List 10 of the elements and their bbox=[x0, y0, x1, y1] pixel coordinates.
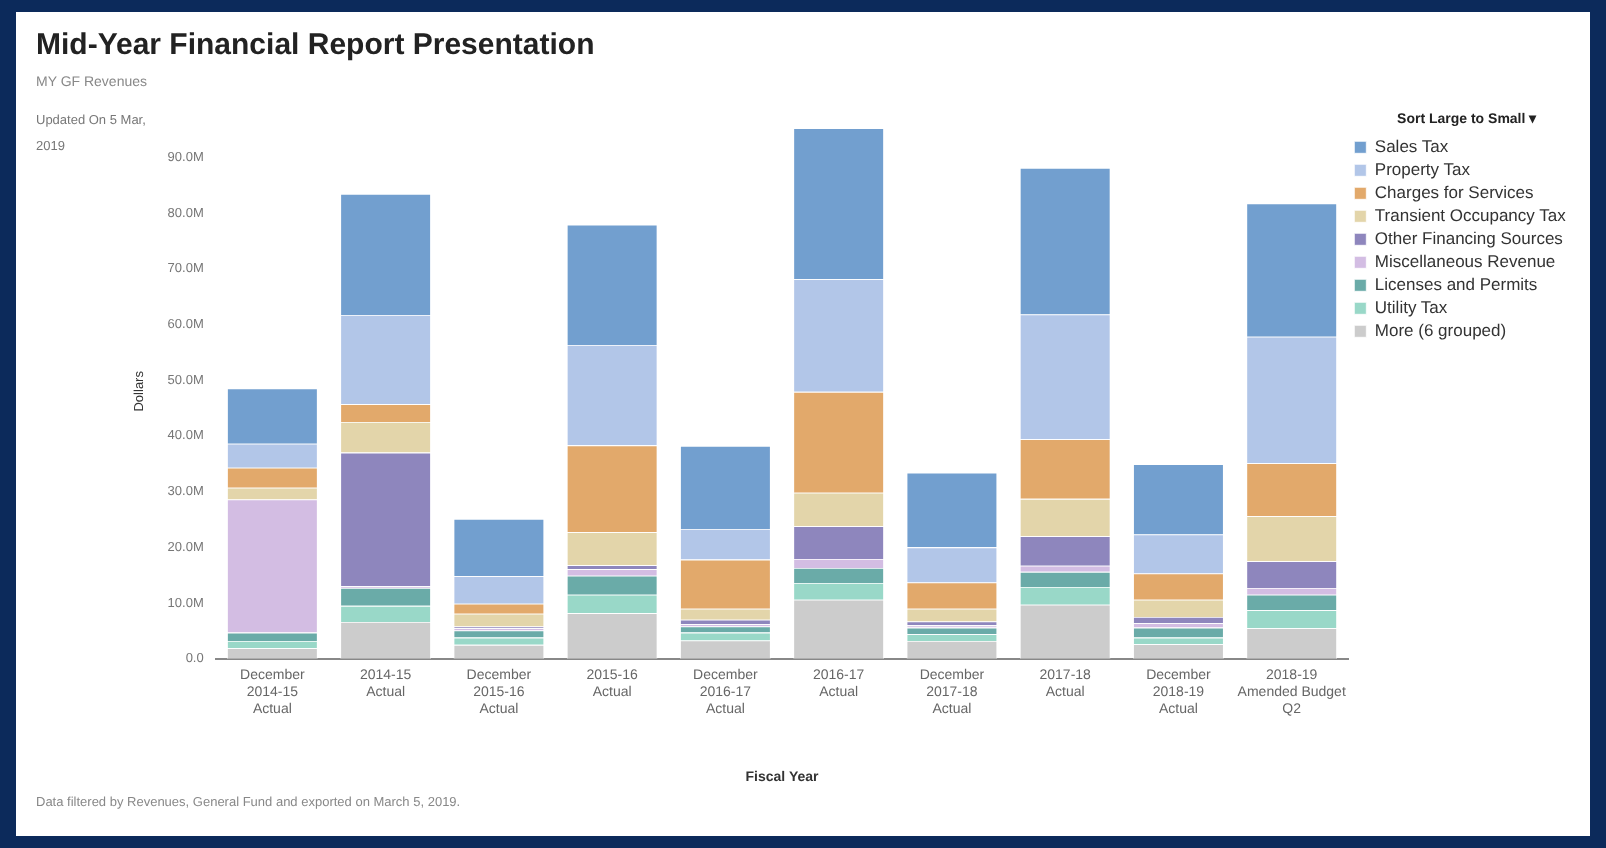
legend-label: Charges for Services bbox=[1374, 181, 1534, 202]
legend-label: Property Tax bbox=[1374, 158, 1472, 179]
legend-label: Transient Occupancy Tax bbox=[1374, 204, 1568, 225]
legend-label: Other Financing Sources bbox=[1374, 227, 1563, 248]
legend-label: Sales Tax bbox=[1374, 135, 1450, 156]
legend-label: Utility Tax bbox=[1374, 296, 1449, 317]
chart-title: Mid-Year Financial Report Presentation bbox=[36, 28, 595, 62]
legend-label: Miscellaneous Revenue bbox=[1374, 250, 1556, 271]
legend-label: Licenses and Permits bbox=[1374, 273, 1538, 294]
legend-label: More (6 grouped) bbox=[1374, 319, 1507, 340]
